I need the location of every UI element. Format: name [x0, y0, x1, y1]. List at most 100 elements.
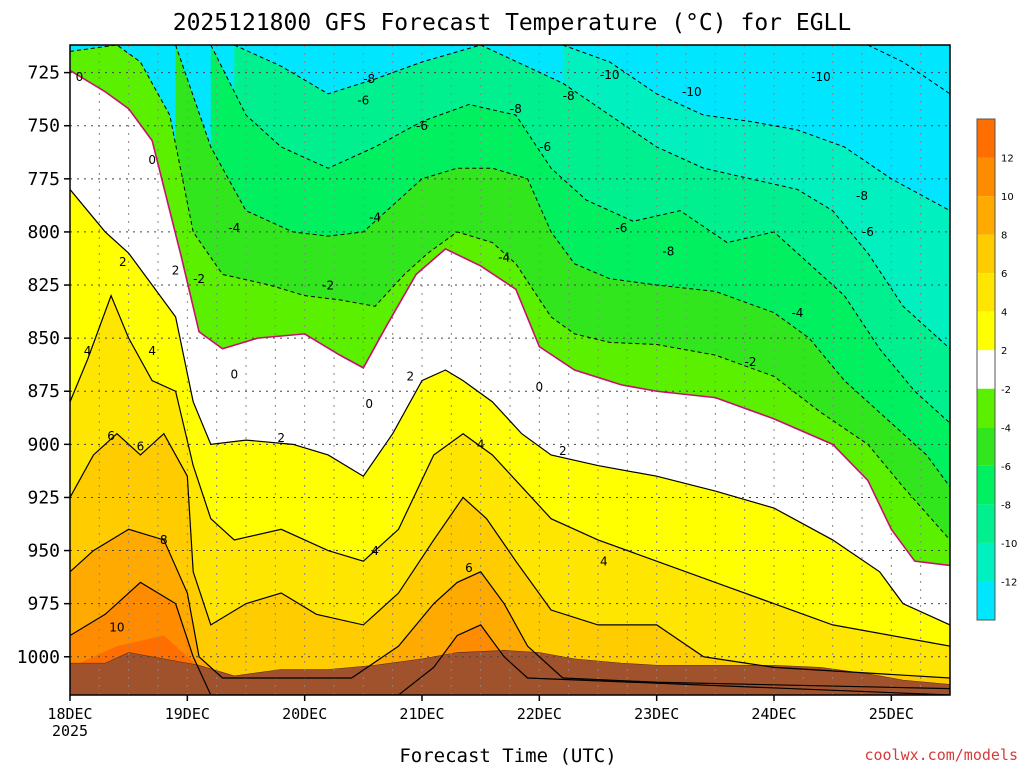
contour-lines: [70, 45, 950, 695]
contour-label: -8: [662, 244, 674, 258]
contour-line: [562, 45, 950, 212]
plot-frame: [69, 44, 951, 696]
contour-label: -8: [363, 72, 375, 86]
contour-label: 8: [160, 533, 168, 547]
colorbar-swatch: [977, 350, 995, 389]
contour-label: 4: [84, 344, 92, 358]
colorbar-swatch: [977, 234, 995, 274]
contour-label: -10: [682, 85, 702, 99]
contour-line: [234, 45, 950, 350]
contour-label: 6: [137, 440, 145, 454]
contour-label: -4: [498, 251, 510, 265]
y-tick-label: 900: [27, 434, 60, 455]
y-tick-label: 925: [27, 487, 60, 508]
colorbar-label: 6: [1001, 269, 1007, 280]
contour-label: 6: [107, 429, 115, 443]
credit-link[interactable]: coolwx.com/models: [864, 746, 1018, 764]
contour-label: 0: [230, 367, 238, 381]
contour-label: -8: [856, 189, 868, 203]
contour-label: 0: [365, 397, 373, 411]
colorbar-label: 8: [1001, 231, 1007, 242]
y-tick-label: 950: [27, 541, 60, 562]
x-tick-label: 22DEC: [517, 705, 562, 723]
colorbar-swatch: [977, 542, 995, 582]
contour-label: 2: [406, 370, 414, 384]
contour-label: -6: [416, 119, 428, 133]
colorbar-swatch: [977, 504, 995, 543]
colorbar-label: 12: [1001, 154, 1014, 165]
x-tick-label: 18DEC: [47, 705, 92, 723]
colorbar-label: -4: [1001, 423, 1011, 434]
contour-label: 0: [148, 153, 156, 167]
contour-label: -8: [510, 102, 522, 116]
colorbar-label: -8: [1001, 500, 1011, 511]
colorbar-swatch: [977, 119, 995, 158]
contour-label: -8: [563, 89, 575, 103]
field-band: [70, 433, 950, 695]
contour-label: -4: [791, 306, 803, 320]
x-tick-label: 19DEC: [165, 705, 210, 723]
y-axis: 725 750 775 800 825 850 875 900 925 950 975 1000: [17, 63, 70, 668]
colorbar-swatch: [977, 388, 995, 428]
y-tick-label: 775: [27, 169, 60, 190]
x-tick-label: 23DEC: [634, 705, 679, 723]
x-tick-label: 25DEC: [869, 705, 914, 723]
colorbar-swatch: [977, 465, 995, 505]
contour-label: -2: [322, 278, 334, 292]
contour-line: [70, 189, 950, 626]
contour-line: [70, 581, 950, 695]
contour-label: -4: [369, 210, 381, 224]
y-tick-label: 750: [27, 116, 60, 137]
colorbar-label: -10: [1001, 539, 1017, 550]
contour-line: [70, 432, 950, 679]
colorbar-swatch: [977, 427, 995, 466]
y-tick-label: 975: [27, 594, 60, 615]
colorbar-label: -2: [1001, 385, 1011, 396]
colorbar-label: 10: [1001, 192, 1014, 203]
colorbar-label: 4: [1001, 308, 1007, 319]
contour-label: -10: [811, 70, 831, 84]
colorbar-swatch: [977, 157, 995, 197]
contour-labels: 0 0 2 2 4 4 6 6 8 10 -2 -4 -6 -8 -10 0 2 4 -2 -4 -6 -8 0 2 4 6 -4 -…: [76, 68, 874, 634]
contour-label: 2: [172, 263, 180, 277]
contour-label: 10: [109, 620, 124, 634]
colorbar-label: 2: [1001, 346, 1007, 357]
y-tick-label: 1000: [17, 647, 60, 668]
colorbar-swatch: [977, 273, 995, 312]
contour-label: -6: [357, 93, 369, 107]
colorbar-frame: [976, 118, 996, 621]
contour-line: [210, 45, 950, 424]
x-axis-label: Forecast Time (UTC): [399, 745, 616, 767]
colorbar-swatch: [977, 581, 995, 620]
x-tick-label: 21DEC: [399, 705, 444, 723]
colorbar-legend: 12 10 8 6 4 2 -2 -4 -6 -8 -10 -12: [976, 118, 1017, 621]
freezing-level-line: [70, 69, 950, 567]
colorbar-label: -12: [1001, 577, 1017, 588]
contour-label: 0: [76, 70, 84, 84]
contour-line: [70, 45, 950, 541]
y-tick-label: 725: [27, 63, 60, 84]
chart-title: 2025121800 GFS Forecast Temperature (°C)…: [173, 10, 852, 36]
contour-label: -6: [539, 140, 551, 154]
temperature-field: [70, 45, 950, 695]
contour-label: 4: [148, 344, 156, 358]
field-band: [70, 295, 950, 695]
colorbar-swatch: [977, 196, 995, 235]
y-tick-label: 825: [27, 275, 60, 296]
contour-label: -2: [193, 272, 205, 286]
x-tick-label: 24DEC: [751, 705, 796, 723]
contour-label: -2: [745, 355, 757, 369]
contour-label: 4: [600, 554, 608, 568]
colorbar-label: -6: [1001, 462, 1011, 473]
contour-label: -4: [228, 221, 240, 235]
x-tick-label: 20DEC: [282, 705, 327, 723]
contour-line: [175, 45, 950, 488]
y-tick-label: 875: [27, 381, 60, 402]
contour-label: 2: [119, 255, 127, 269]
contour-label: 6: [465, 561, 473, 575]
x-tick-year: 2025: [52, 722, 88, 740]
contour-line: [70, 294, 950, 647]
contour-label: 2: [277, 431, 285, 445]
